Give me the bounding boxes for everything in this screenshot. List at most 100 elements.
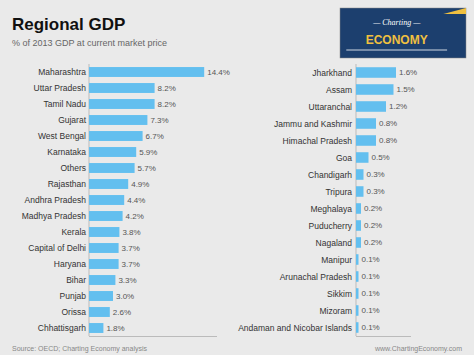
bar: [89, 147, 136, 157]
bar: [89, 307, 110, 317]
value-label: 0.1%: [362, 306, 380, 315]
category-label: Uttar Pradesh: [34, 83, 87, 93]
category-label: Himachal Pradesh: [283, 136, 353, 146]
category-label: Others: [60, 163, 86, 173]
value-label: 0.3%: [367, 170, 385, 179]
value-label: 3.7%: [122, 260, 140, 269]
logo-text: — Charting —: [372, 18, 421, 27]
value-label: 0.2%: [364, 204, 382, 213]
bar: [89, 211, 123, 221]
value-label: 5.9%: [139, 148, 157, 157]
bar: [356, 322, 359, 333]
logo-text: ECONOMY: [366, 33, 428, 47]
value-label: 0.1%: [362, 272, 380, 281]
value-label: 0.8%: [379, 119, 397, 128]
category-label: Madhya Pradesh: [22, 211, 87, 221]
bar: [356, 84, 394, 95]
value-label: 4.4%: [127, 196, 145, 205]
bar: [356, 67, 396, 78]
bar: [356, 152, 369, 163]
bar: [89, 275, 115, 285]
value-label: 8.2%: [158, 100, 176, 109]
bar: [89, 291, 113, 301]
category-label: Meghalaya: [310, 204, 352, 214]
bar: [356, 254, 359, 265]
value-label: 3.0%: [116, 292, 134, 301]
bar: [356, 237, 361, 248]
bars: [89, 67, 204, 333]
value-label: 2.6%: [113, 308, 131, 317]
category-label: Chhattisgarh: [38, 323, 86, 333]
bar: [356, 169, 364, 180]
category-label: Puducherry: [309, 221, 353, 231]
bar: [356, 288, 359, 299]
category-label: Karnataka: [47, 147, 86, 157]
value-label: 0.3%: [367, 187, 385, 196]
value-label: 0.1%: [362, 255, 380, 264]
value-label: 0.2%: [364, 221, 382, 230]
category-label: Capital of Delhi: [28, 243, 86, 253]
logo: — Charting — ECONOMY: [340, 8, 466, 58]
bar: [89, 83, 155, 93]
value-label: 3.3%: [118, 276, 136, 285]
bar: [89, 179, 128, 189]
bar: [89, 259, 119, 269]
chart-panel: Jharkhand1.6%Assam1.5%Uttaranchal1.2%Jam…: [238, 64, 417, 337]
bar: [356, 203, 361, 214]
website-note: www.ChartingEconomy.com: [374, 345, 462, 353]
category-label: Arunachal Pradesh: [280, 272, 353, 282]
category-label: Chandigarh: [308, 170, 352, 180]
bar: [89, 163, 135, 173]
bar: [356, 101, 386, 112]
category-label: Manipur: [321, 255, 352, 265]
logo-rule: [346, 50, 447, 51]
category-label: Bihar: [66, 275, 86, 285]
category-label: Haryana: [54, 259, 86, 269]
value-label: 1.5%: [397, 85, 415, 94]
logo-box: [340, 8, 466, 58]
subtitle: % of 2013 GDP at current market price: [12, 38, 167, 48]
value-label: 4.2%: [126, 212, 144, 221]
source-note: Source: OECD; Charting Economy analysis: [12, 345, 147, 353]
value-label: 14.4%: [207, 68, 230, 77]
bar: [356, 118, 376, 129]
bar: [356, 305, 359, 316]
category-label: Tripura: [325, 187, 352, 197]
bar: [89, 67, 204, 77]
category-label: Gujarat: [58, 115, 87, 125]
value-label: 3.7%: [122, 244, 140, 253]
value-label: 7.3%: [150, 116, 168, 125]
x-axis: [89, 336, 217, 337]
value-label: 1.6%: [399, 68, 417, 77]
category-label: Punjab: [60, 291, 87, 301]
category-label: Nagaland: [316, 238, 353, 248]
bar: [89, 227, 119, 237]
value-label: 0.2%: [364, 238, 382, 247]
value-label: 0.5%: [372, 153, 390, 162]
bar: [356, 220, 361, 231]
bar: [356, 186, 364, 197]
value-label: 0.1%: [362, 323, 380, 332]
value-label: 1.8%: [106, 324, 124, 333]
chart-panel: Maharashtra14.4%Uttar Pradesh8.2%Tamil N…: [22, 64, 230, 337]
category-label: Jharkhand: [312, 68, 352, 78]
value-label: 0.8%: [379, 136, 397, 145]
value-label: 3.8%: [122, 228, 140, 237]
background: [0, 0, 474, 355]
bar: [89, 131, 143, 141]
value-label: 6.7%: [146, 132, 164, 141]
category-label: Rajasthan: [48, 179, 87, 189]
bar: [89, 243, 119, 253]
chart-root: Regional GDP% of 2013 GDP at current mar…: [0, 0, 474, 355]
value-label: 8.2%: [158, 84, 176, 93]
category-label: Maharashtra: [38, 67, 86, 77]
bar: [356, 271, 359, 282]
category-label: Sikkim: [327, 289, 352, 299]
category-label: Kerala: [61, 227, 86, 237]
x-axis: [356, 336, 411, 337]
category-label: Orissa: [61, 307, 86, 317]
value-label: 4.9%: [131, 180, 149, 189]
bar: [356, 135, 376, 146]
bar: [89, 323, 103, 333]
value-label: 5.7%: [138, 164, 156, 173]
